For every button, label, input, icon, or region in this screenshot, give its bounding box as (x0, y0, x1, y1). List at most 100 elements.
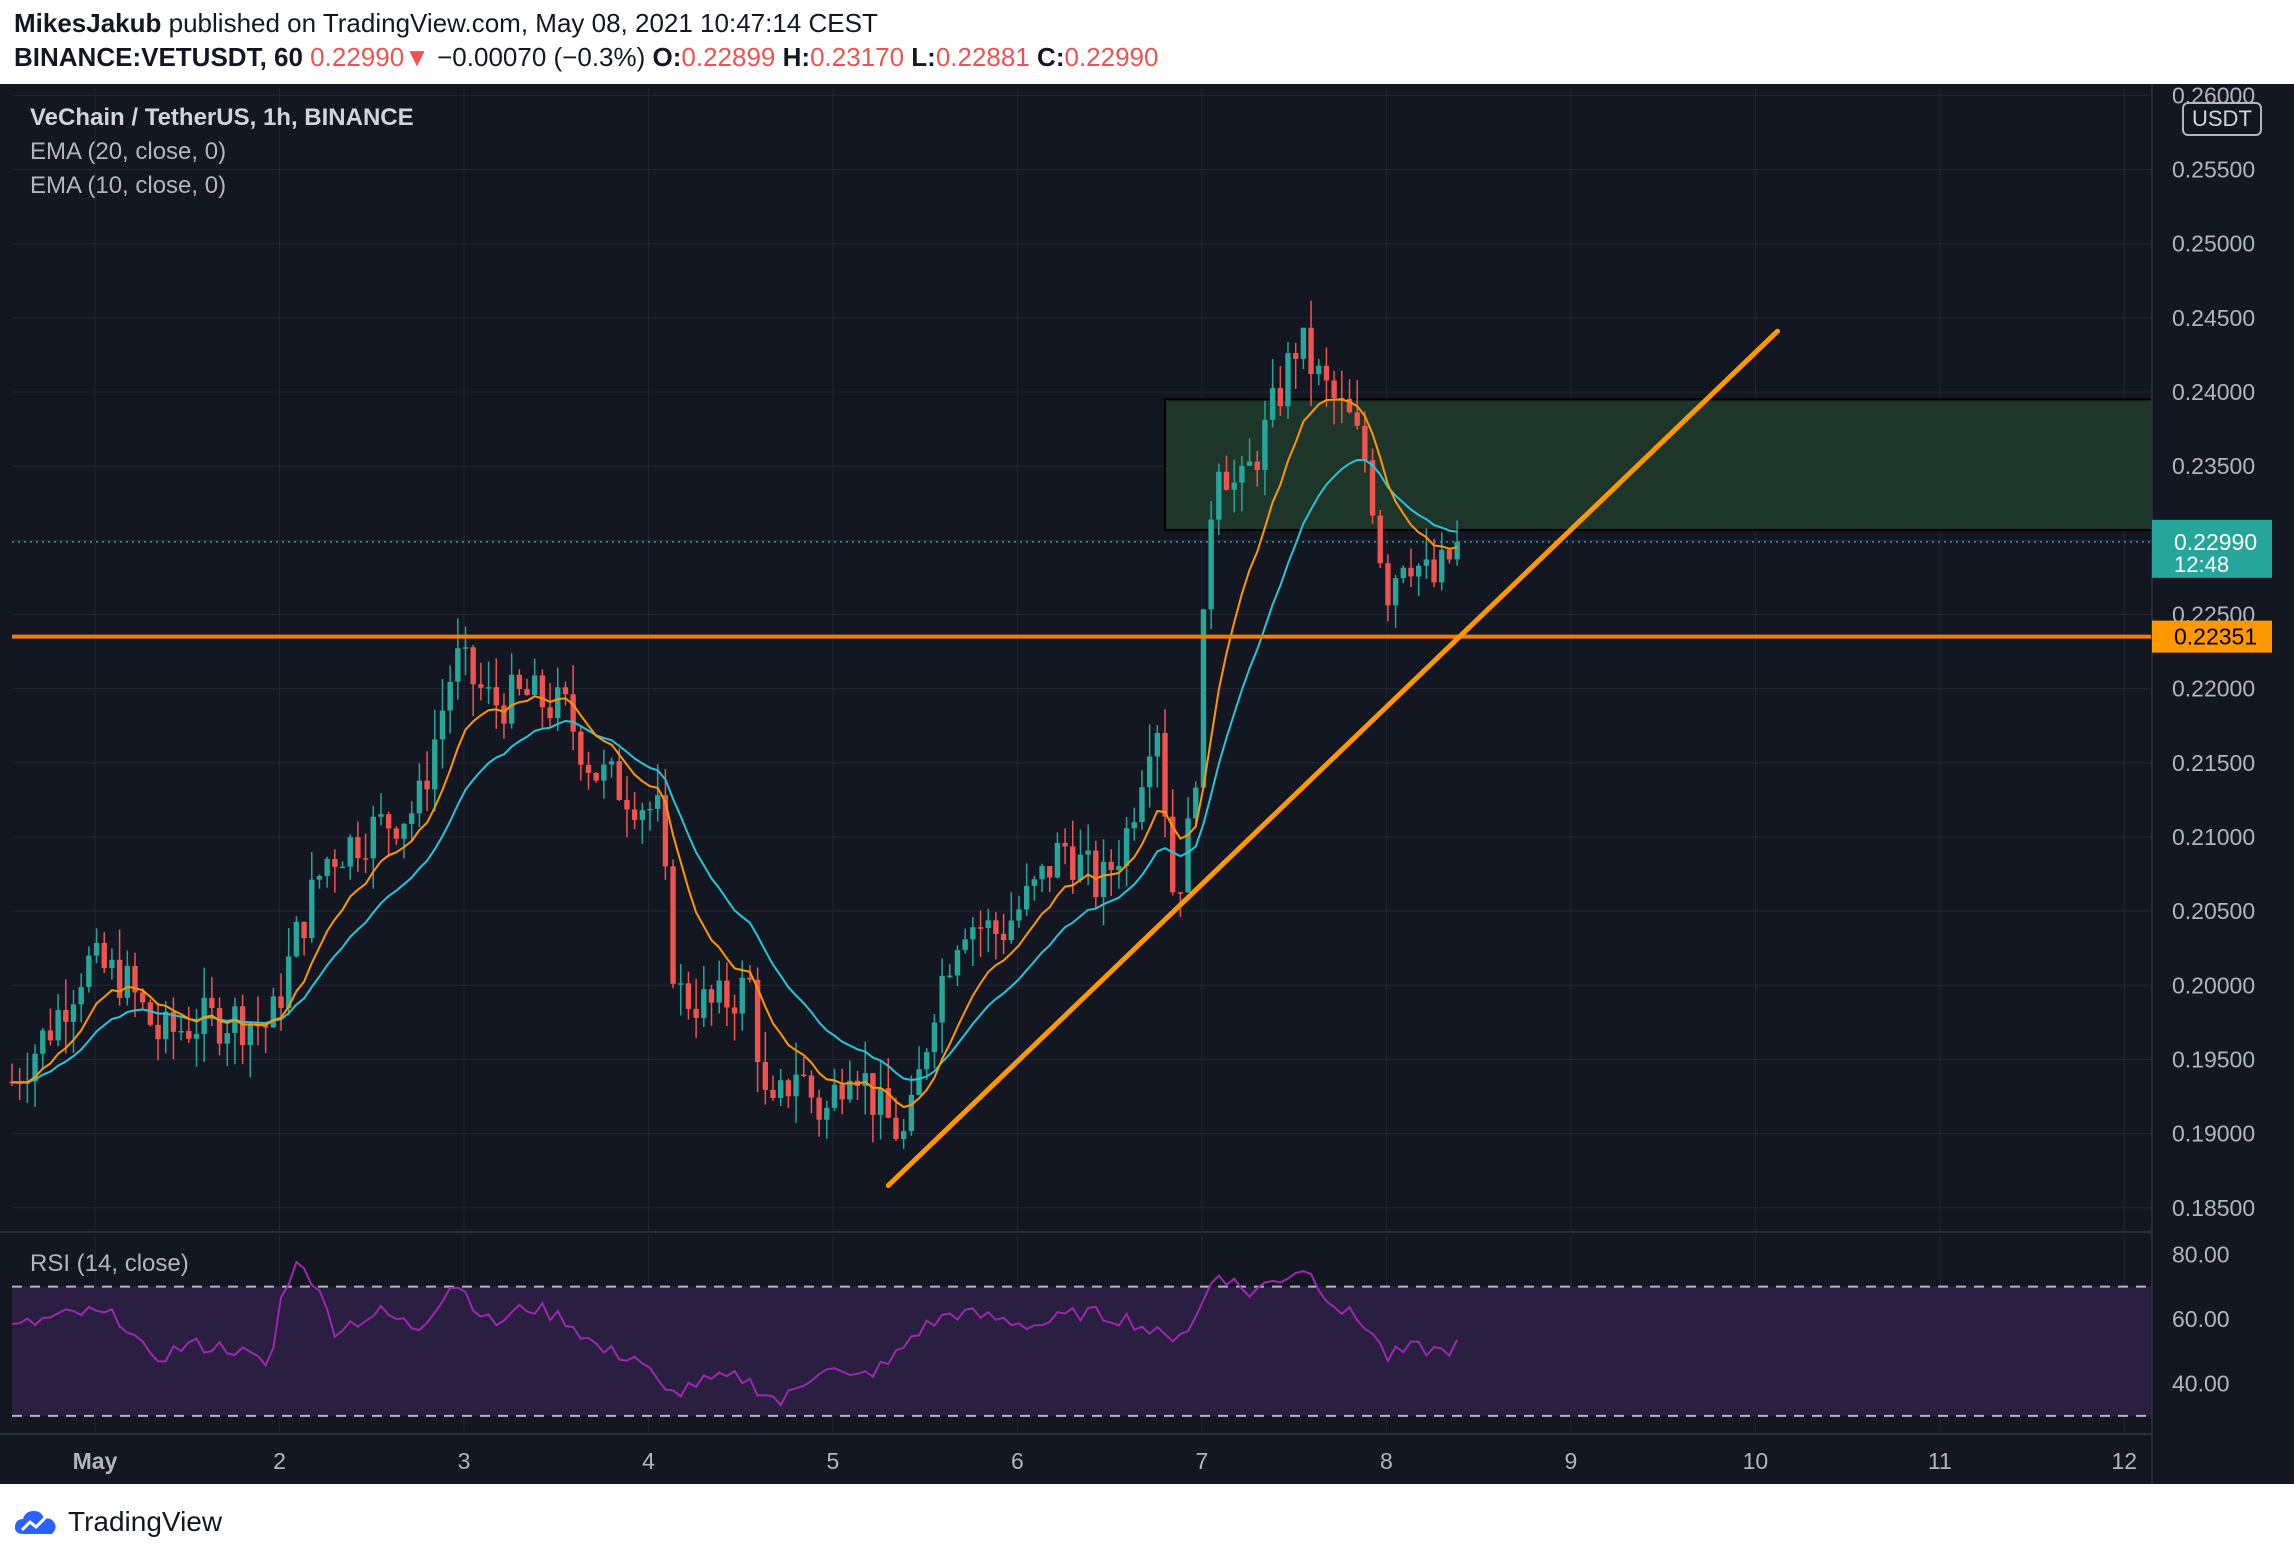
candle (32, 1044, 38, 1107)
candle (1185, 797, 1191, 893)
candle-body (562, 687, 569, 695)
candle-body (393, 828, 400, 839)
candle (447, 665, 453, 734)
author-name[interactable]: MikesJakub (14, 8, 162, 38)
candle (147, 999, 154, 1027)
candle (785, 1078, 792, 1108)
candle-body (1208, 519, 1214, 610)
candle (424, 751, 430, 811)
candle (385, 811, 392, 858)
candle-body (1239, 465, 1245, 483)
price-tick-label: 0.21500 (2172, 750, 2255, 776)
candle-body (147, 1002, 154, 1025)
candle-body (708, 989, 715, 1003)
candle-body (731, 1007, 738, 1014)
candle-body (1423, 559, 1430, 566)
candle (1146, 724, 1153, 808)
candle (831, 1068, 838, 1111)
candle-body (524, 689, 530, 695)
candle-body (1139, 787, 1145, 823)
candle (870, 1072, 876, 1143)
candle (1316, 358, 1322, 386)
candle (532, 658, 538, 697)
chart-title: VeChain / TetherUS, 1h, BINANCE (30, 104, 414, 131)
candle-body (78, 987, 84, 1005)
candle (808, 1070, 815, 1114)
candle-body (1077, 854, 1084, 880)
drawing-layer (12, 328, 2152, 1189)
candle-body (116, 959, 123, 998)
candle-body (793, 1074, 799, 1097)
candle-body (455, 648, 461, 682)
candle (678, 964, 684, 1016)
candle (1208, 501, 1214, 630)
candle (1116, 840, 1122, 889)
rsi-band (12, 1286, 2152, 1416)
candle-body (209, 997, 215, 1009)
tradingview-logo[interactable]: TradingView (14, 1502, 222, 1542)
candle-body (1216, 471, 1222, 520)
candle (793, 1042, 799, 1123)
candle-body (578, 731, 584, 765)
candle (716, 960, 722, 1014)
candle-body (1016, 909, 1022, 921)
candle-body (555, 687, 561, 719)
candles-layer (9, 300, 1460, 1149)
candle (401, 822, 407, 859)
candle (1262, 400, 1268, 496)
candle-body (647, 808, 653, 811)
candle (900, 1119, 907, 1149)
candle-body (132, 965, 138, 993)
candle (1239, 455, 1245, 512)
candle-body (1331, 380, 1337, 399)
candle (316, 874, 323, 889)
candle (562, 681, 569, 706)
candle-body (762, 1062, 768, 1090)
currency-badge[interactable]: USDT (2182, 102, 2262, 136)
high-value: 0.23170 (810, 42, 905, 72)
candle (1200, 608, 1207, 789)
legend-ema10[interactable]: EMA (10, close, 0) (30, 172, 227, 199)
candle (1062, 828, 1068, 865)
candle (693, 978, 699, 1039)
candle (1193, 781, 1199, 828)
candle-body (1116, 865, 1122, 871)
candle (193, 1008, 200, 1067)
candle (762, 1031, 768, 1105)
candle (1100, 839, 1107, 926)
candle (570, 665, 576, 751)
candle-body (1200, 609, 1207, 788)
price-chart[interactable]: 0.260000.255000.250000.245000.240000.235… (0, 84, 2294, 1484)
candle-body (424, 780, 430, 790)
candle-body (585, 764, 592, 773)
open-value: 0.22899 (681, 42, 776, 72)
legend-rsi[interactable]: RSI (14, close) (30, 1250, 189, 1277)
published-text: published on TradingView.com, May 08, 20… (168, 8, 878, 38)
candle (1308, 300, 1314, 407)
time-tick-label: 10 (1743, 1448, 1769, 1474)
candle-body (893, 1117, 899, 1140)
candle-body (947, 975, 953, 978)
candle-body (1246, 461, 1253, 466)
current-price-label-bg (2152, 519, 2272, 578)
candle-body (332, 858, 338, 867)
candle (724, 962, 730, 1026)
candle (24, 1052, 31, 1104)
candle-body (885, 1088, 891, 1118)
candle-body (1285, 353, 1291, 407)
candle-body (224, 1033, 230, 1044)
ema-layer (11, 398, 1458, 1109)
candle (86, 946, 92, 993)
candle (1154, 725, 1161, 788)
candle-body (1392, 578, 1399, 606)
candle-body (339, 866, 346, 869)
candle-body (824, 1107, 830, 1120)
candle-body (747, 977, 753, 980)
price-tick-label: 0.25500 (2172, 157, 2255, 183)
candle (993, 912, 999, 960)
candle (839, 1068, 845, 1115)
legend-ema20[interactable]: EMA (20, close, 0) (30, 138, 227, 165)
candle (1070, 820, 1076, 894)
candle-body (447, 681, 453, 711)
